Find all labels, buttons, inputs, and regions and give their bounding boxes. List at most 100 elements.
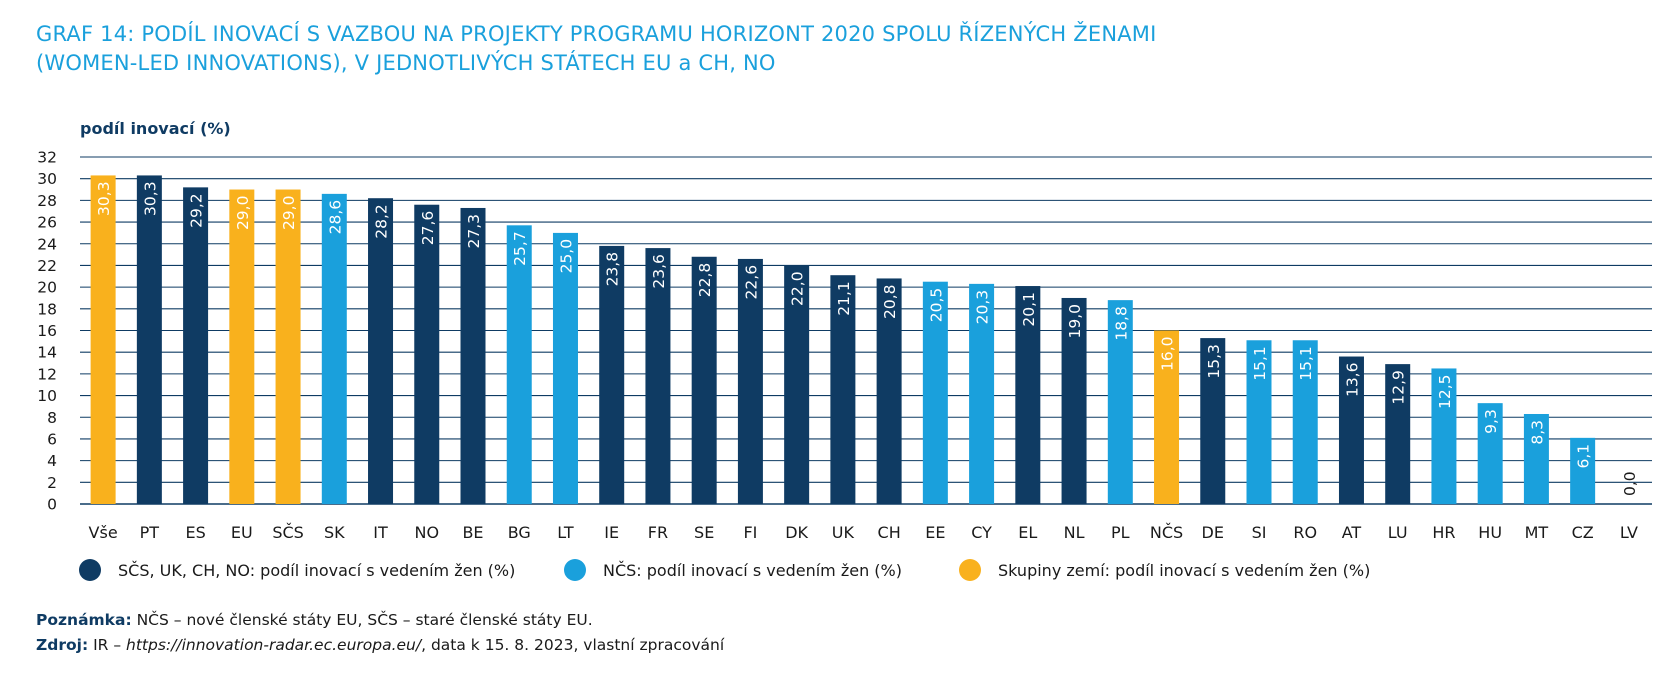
x-tick-label: BE [462,523,483,542]
data-label: 20,8 [881,284,899,319]
data-label: 21,1 [835,281,853,316]
data-label: 22,8 [696,263,714,298]
data-label: 0,0 [1621,471,1639,496]
data-label: 23,8 [604,252,622,287]
x-tick-label: Vše [89,523,118,542]
y-tick-label: 20 [37,279,57,297]
bar [645,248,671,504]
x-tick-label: BG [508,523,531,542]
y-tick-label: 6 [47,430,57,448]
bar [599,245,625,504]
bar [737,258,763,504]
data-label: 25,0 [557,239,575,274]
bar [1015,286,1041,504]
bar [506,225,532,505]
bar [876,278,902,504]
bar [229,189,255,504]
data-label: 15,1 [1297,346,1315,381]
x-tick-label: FR [648,523,668,542]
x-tick-label: AT [1342,523,1362,542]
bar [969,283,995,504]
data-label: 22,0 [789,271,807,306]
source-text-pre: IR – [88,636,127,654]
x-tick-label: NL [1064,523,1085,542]
source-link[interactable]: https://innovation-radar.ec.europa.eu/ [126,636,422,654]
bar [368,198,394,505]
data-label: 9,3 [1482,409,1500,434]
bar [1200,338,1226,504]
legend-marker [564,559,586,581]
data-label: 25,7 [511,231,529,266]
y-tick-label: 0 [47,496,57,514]
x-tick-label: DE [1202,523,1224,542]
data-label: 23,6 [650,254,668,289]
source-text-post: , data k 15. 8. 2023, vlastní zpracování [421,636,725,654]
y-tick-label: 16 [37,322,57,340]
bar [552,232,578,504]
x-tick-label: EU [231,523,253,542]
x-tick-label: IT [373,523,388,542]
y-tick-label: 10 [37,387,57,405]
title-line-2: (WOMEN-LED INNOVATIONS), V JEDNOTLIVÝCH … [36,51,776,75]
bar [321,193,347,504]
bar [784,265,810,504]
bar [460,207,486,504]
y-tick-label: 26 [37,214,57,232]
data-label: 27,6 [419,211,437,246]
y-tick-label: 12 [37,365,57,383]
bar [1431,368,1457,504]
x-tick-label: LU [1388,523,1408,542]
bar [136,175,162,504]
data-label: 13,6 [1343,363,1361,398]
x-tick-label: CY [971,523,992,542]
x-tick-label: LV [1620,523,1638,542]
x-tick-label: IE [604,523,619,542]
bar-chart: podíl inovací (%)02468101214161820222426… [37,119,1652,581]
legend-label: Skupiny zemí: podíl inovací s vedením že… [998,561,1370,580]
x-tick-label: HR [1432,523,1455,542]
title-line-1: GRAF 14: PODÍL INOVACÍ S VAZBOU NA PROJE… [36,22,1157,46]
data-label: 15,3 [1205,344,1223,379]
data-label: 15,1 [1251,346,1269,381]
chart-footer: Poznámka: NČS – nové členské státy EU, S… [36,608,724,658]
x-tick-label: UK [832,523,855,542]
legend-label: NČS: podíl inovací s vedením žen (%) [603,561,902,580]
source-label: Zdroj: [36,636,89,654]
x-tick-label: EL [1018,523,1037,542]
bar [1292,340,1318,504]
y-axis-label: podíl inovací (%) [80,119,231,138]
y-tick-label: 18 [37,300,57,318]
y-tick-label: 8 [47,409,57,427]
data-label: 28,2 [373,204,391,239]
x-tick-label: FI [743,523,757,542]
data-label: 29,0 [234,196,252,231]
y-tick-label: 28 [37,192,57,210]
y-tick-label: 32 [37,149,57,167]
data-label: 12,5 [1436,374,1454,409]
data-label: 19,0 [1066,304,1084,339]
bar [830,275,856,504]
x-tick-label: SI [1252,523,1267,542]
x-tick-label: SK [324,523,345,542]
legend-marker [79,559,101,581]
note-label: Poznámka: [36,611,132,629]
x-tick-label: CH [878,523,901,542]
bar [691,256,717,504]
bar [1385,364,1411,504]
x-tick-label: SE [694,523,714,542]
data-label: 27,3 [465,214,483,249]
data-label: 18,8 [1112,306,1130,341]
x-tick-label: NO [414,523,439,542]
data-label: 20,3 [974,290,992,325]
x-tick-label: NČS [1150,523,1183,542]
x-tick-label: EE [925,523,945,542]
chart-title: GRAF 14: PODÍL INOVACÍ S VAZBOU NA PROJE… [36,20,1636,78]
bar [1570,437,1596,504]
note-line: Poznámka: NČS – nové členské státy EU, S… [36,608,724,633]
x-tick-label: HU [1478,523,1502,542]
bar [1246,340,1272,504]
data-label: 12,9 [1390,370,1408,405]
data-label: 22,6 [742,265,760,300]
bar [1107,300,1133,504]
bar [414,204,440,504]
